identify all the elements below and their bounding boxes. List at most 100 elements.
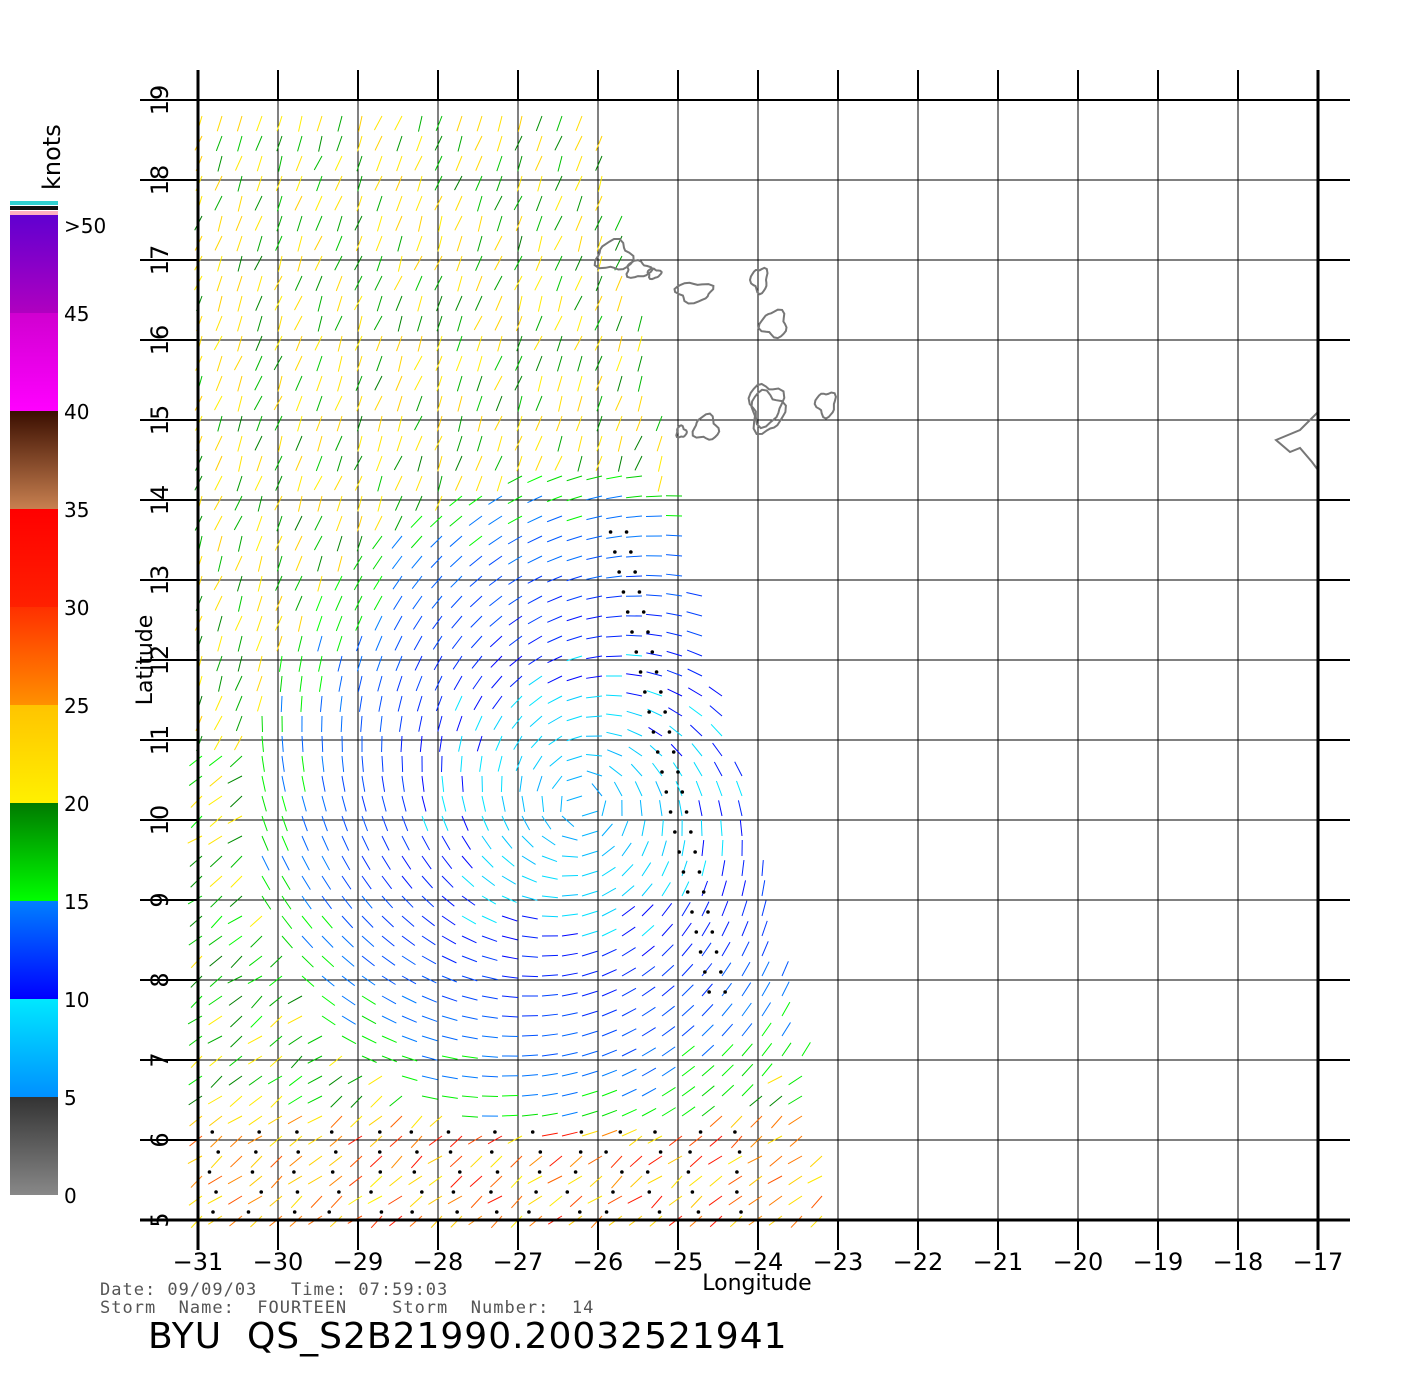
wind-vector [481,1035,498,1039]
wind-vector [233,515,243,531]
wind-vector [435,355,443,371]
wind-vector [541,1053,558,1057]
wind-vector [470,635,483,649]
wind-vector [276,195,283,212]
wind-vector [299,675,303,692]
wind-vector [378,695,383,712]
legend-bin [10,705,58,803]
wind-vector [596,395,603,412]
wind-vector [556,415,563,432]
wind-vector [455,355,463,372]
wind-vector [190,1175,203,1188]
wind-vector [601,1109,618,1117]
wind-vector [433,655,443,671]
rain-flag-dot [604,1210,609,1214]
rain-flag-dot [638,670,643,674]
wind-vector [269,1035,283,1047]
wind-vector [681,943,693,957]
wind-vector [688,687,703,697]
wind-vector [450,595,463,609]
wind-vector [594,215,603,231]
wind-vector [481,995,498,1000]
wind-vector [281,915,293,929]
wind-vector [594,315,603,331]
wind-vector [528,675,543,686]
wind-vector [415,195,423,212]
wind-vector [511,715,523,729]
wind-vector [294,275,303,291]
wind-vector [353,575,363,591]
wind-vector [436,415,443,432]
wind-vector [626,654,643,657]
wind-vector [645,495,663,498]
wind-vector [494,275,503,291]
wind-vector [233,355,243,371]
wind-vector [294,295,303,311]
wind-vector [341,1015,356,1025]
wind-vector [274,295,283,311]
wind-vector [416,135,423,152]
wind-vector [401,1035,418,1043]
legend-cap-stripe [10,211,58,215]
rain-flag-dot [420,1190,424,1194]
wind-vector [431,575,443,589]
wind-vector [617,375,623,392]
wind-vector [787,1155,803,1165]
wind-vector [230,955,243,968]
wind-vector [496,155,503,172]
wind-vector [553,235,563,251]
wind-vector [257,315,263,332]
wind-vector [389,1135,403,1147]
wind-vector [318,655,323,672]
wind-vector [287,1015,303,1024]
wind-vector [546,575,563,583]
wind-vector [656,435,663,452]
rain-flag-dot [493,1130,497,1134]
wind-vector [574,255,583,271]
wind-vector [488,495,503,505]
wind-vector [508,575,523,585]
wind-vector [747,1155,763,1164]
rain-flag-dot [680,790,685,794]
wind-vector [235,695,243,711]
wind-vector [188,1095,203,1106]
wind-vector [615,315,623,332]
legend-label: 40 [64,400,89,424]
wind-vector [276,115,283,132]
rain-flag-dot [667,730,672,734]
wind-vector [788,1075,803,1086]
legend-label: 10 [64,988,89,1012]
wind-vector [761,900,767,917]
rain-flag-dot [629,550,633,554]
wind-vector [437,395,443,412]
wind-vector [393,615,403,631]
wind-vector [535,115,543,132]
wind-vector [361,775,366,792]
wind-vector [337,335,343,352]
wind-vector [621,1008,637,1017]
wind-vector [586,495,603,501]
wind-vector [321,795,327,812]
wind-vector [368,1115,383,1126]
rain-flag-dot [257,1130,261,1134]
rain-flag-dot [658,1150,663,1154]
wind-vector [434,275,443,291]
wind-vector [686,649,703,657]
wind-vector [494,315,503,331]
wind-vector [491,675,503,689]
wind-vector [450,575,463,588]
wind-vector [566,635,583,642]
wind-vector [229,1055,243,1067]
wind-vector [441,1075,458,1080]
wind-vector [209,815,223,827]
wind-vector [501,1114,519,1117]
wind-vector [236,575,243,592]
wind-vector [607,1195,623,1205]
wind-vector [700,819,703,837]
wind-vector [348,1135,363,1145]
wind-vector [421,955,437,965]
wind-vector [253,395,263,411]
wind-vector [781,1042,792,1057]
